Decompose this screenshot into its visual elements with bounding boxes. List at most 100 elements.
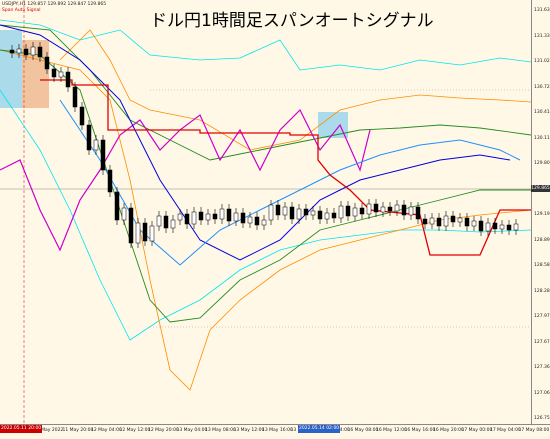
candle <box>429 217 435 225</box>
candle <box>30 46 36 56</box>
time-axis-label: 16 May 16:00 <box>404 428 436 433</box>
chart-title: ドル円1時間足スパンオートシグナル <box>150 11 434 31</box>
price-axis-label: 130.415 <box>534 110 550 115</box>
time-axis-label: 12 May 12:00 <box>119 428 151 433</box>
candle <box>233 212 239 222</box>
price-axis-label: 129.195 <box>534 212 550 217</box>
upper-outer-band <box>0 19 532 71</box>
candle <box>394 204 400 212</box>
candle <box>100 139 106 171</box>
price-axis-label: 131.635 <box>534 8 550 13</box>
time-axis-label: 11 May 2022 <box>34 428 64 433</box>
candle <box>366 203 372 215</box>
cloud-area-left <box>0 30 22 108</box>
span-b-line <box>0 49 531 323</box>
lower-outer-band <box>0 89 532 341</box>
candle <box>198 211 204 221</box>
candle <box>415 206 421 220</box>
time-axis-label: 17 May 08:00 <box>518 428 550 433</box>
price-axis-label: 127.365 <box>534 365 550 370</box>
candle <box>177 213 183 221</box>
candle <box>37 46 43 58</box>
price-axis-label: 128.280 <box>534 288 550 294</box>
time-axis-label: 16 May 20:00 <box>433 428 464 433</box>
candle <box>163 215 169 229</box>
price-axis-label: 128.585 <box>534 263 550 268</box>
resistance-line <box>40 79 531 256</box>
candle <box>352 207 358 217</box>
candle <box>23 48 29 56</box>
candle <box>219 208 225 220</box>
candle <box>51 68 57 78</box>
candle <box>142 222 148 242</box>
price-axis-label: 127.060 <box>534 390 550 396</box>
time-axis-label: 13 May 12:00 <box>233 428 265 433</box>
candle <box>79 106 85 126</box>
candle <box>226 208 232 222</box>
candle <box>170 219 176 229</box>
time-axis-label: 13 May 08:00 <box>205 428 236 433</box>
candle <box>9 49 15 54</box>
fast-ma <box>0 24 511 261</box>
candle <box>464 217 470 227</box>
candle <box>268 204 274 221</box>
candle <box>93 139 99 151</box>
candle <box>275 204 281 216</box>
time-axis-label: 17 May 04:00 <box>490 428 521 433</box>
price-axis-label: 131.330 <box>534 33 550 39</box>
candle <box>345 205 351 217</box>
candle <box>499 224 505 230</box>
candle <box>296 208 302 220</box>
candle <box>58 71 64 78</box>
candle <box>16 48 22 54</box>
candle <box>114 191 120 221</box>
candle <box>387 206 393 212</box>
candle <box>156 215 162 227</box>
candle <box>121 207 127 221</box>
candle <box>240 212 246 224</box>
candle <box>44 56 50 70</box>
symbol-info: USDJPY,H1 129.857 129.892 129.847 129.86… <box>2 2 107 7</box>
time-axis-label: 12 May 04:00 <box>91 428 122 433</box>
candle <box>485 222 491 232</box>
candle <box>184 213 190 225</box>
candle <box>492 222 498 230</box>
price-axis-label: 127.975 <box>534 314 550 319</box>
time-axis-label: 16 May 08:00 <box>347 428 379 433</box>
candle <box>65 71 71 88</box>
candle <box>149 225 155 242</box>
price-axis[interactable]: 131.635 131.330 131.025 130.720 130.415 130.1… <box>531 0 550 424</box>
candle <box>107 169 113 193</box>
price-axis-label: 129.805 <box>534 161 550 166</box>
candle <box>317 210 323 220</box>
chikou-span <box>0 108 371 252</box>
time-axis-label: 12 May 20:00 <box>148 428 179 433</box>
chart-canvas[interactable] <box>0 0 532 424</box>
candle <box>310 210 316 216</box>
price-axis-label: 126.755 <box>534 416 550 421</box>
time-axis-label: 11 May 20:00 <box>62 428 94 433</box>
candle <box>289 206 295 220</box>
candle <box>254 216 260 226</box>
candle <box>205 213 211 221</box>
price-axis-label: 130.110 <box>534 135 550 141</box>
current-price-tag: 129.865 <box>531 185 550 192</box>
span-a-upper <box>59 29 532 151</box>
price-chart-plot[interactable]: ドル円1時間足スパンオートシグナル USDJPY,H1 129.857 129.… <box>0 0 532 424</box>
candle <box>247 216 253 224</box>
candle <box>450 215 456 223</box>
candle <box>331 212 337 219</box>
candle <box>478 220 484 232</box>
candle <box>436 217 442 227</box>
candle <box>86 124 92 151</box>
time-axis-label: 13 May 04:00 <box>176 428 208 433</box>
candle <box>72 86 78 108</box>
candle <box>191 211 197 225</box>
candle <box>457 217 463 223</box>
candle <box>261 219 267 226</box>
time-axis[interactable]: 11 May 2022 11 May 20:00 12 May 04:00 12 Ma… <box>0 424 550 439</box>
candle <box>401 204 407 216</box>
time-axis-label: 13 May 16:00 <box>262 428 293 433</box>
candle <box>282 206 288 216</box>
